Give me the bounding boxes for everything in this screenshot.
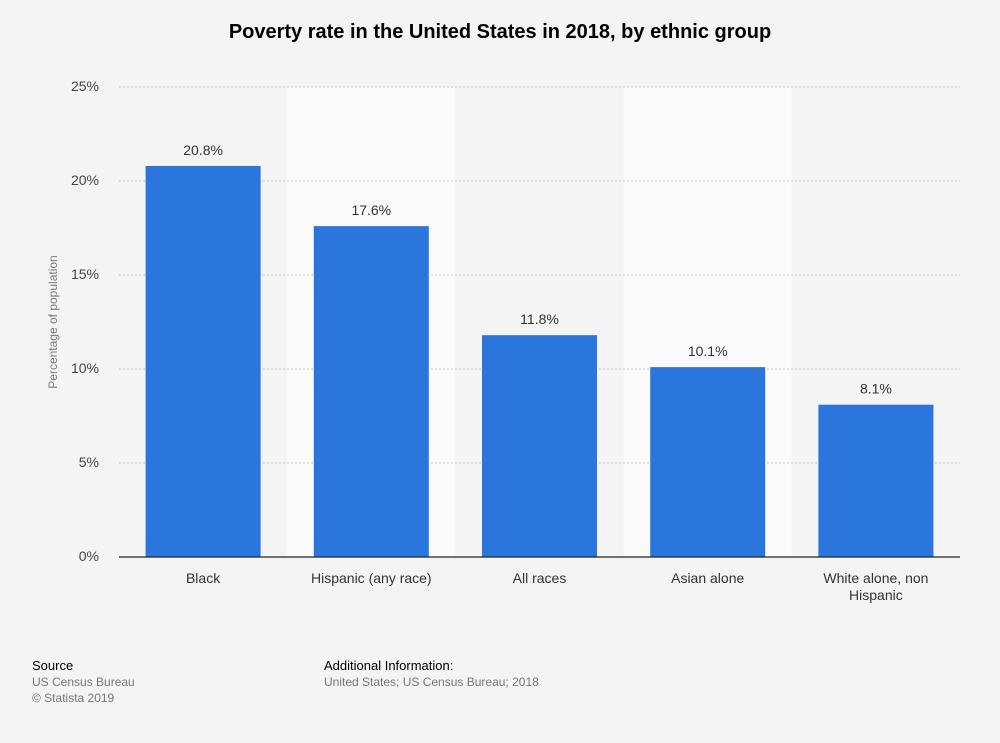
x-tick-label: Black: [186, 570, 221, 586]
y-tick-label: 0%: [79, 548, 99, 564]
bar-value-label: 10.1%: [688, 343, 728, 359]
bar: [650, 367, 766, 557]
bar: [313, 226, 429, 557]
additional-info-heading: Additional Information:: [324, 658, 454, 673]
source-block: Source US Census Bureau © Statista 2019: [32, 658, 135, 706]
additional-info-line: United States; US Census Bureau; 2018: [324, 675, 539, 689]
bar-value-label: 8.1%: [860, 381, 892, 397]
x-tick-label: Hispanic (any race): [311, 570, 432, 586]
x-tick-label: Asian alone: [671, 570, 744, 586]
y-tick-label: 25%: [71, 78, 99, 94]
bar: [145, 165, 261, 557]
x-tick-label: All races: [513, 570, 567, 586]
y-tick-label: 20%: [71, 172, 99, 188]
y-tick-label: 15%: [71, 266, 99, 282]
copyright-line: © Statista 2019: [32, 691, 115, 705]
chart-title: Poverty rate in the United States in 201…: [228, 21, 772, 43]
x-tick-label: White alone, non Hispanic: [823, 570, 928, 603]
bar-value-label: 17.6%: [351, 202, 391, 218]
bar: [482, 335, 597, 557]
source-heading: Source: [32, 658, 74, 673]
source-line: US Census Bureau: [32, 675, 135, 689]
additional-info-block: Additional Information: United States; U…: [324, 658, 539, 690]
y-tick-label: 5%: [79, 454, 99, 470]
bar-value-label: 20.8%: [183, 142, 223, 158]
bar-value-label: 11.8%: [520, 311, 559, 327]
y-tick-label: 10%: [71, 360, 99, 376]
bar: [818, 404, 934, 557]
